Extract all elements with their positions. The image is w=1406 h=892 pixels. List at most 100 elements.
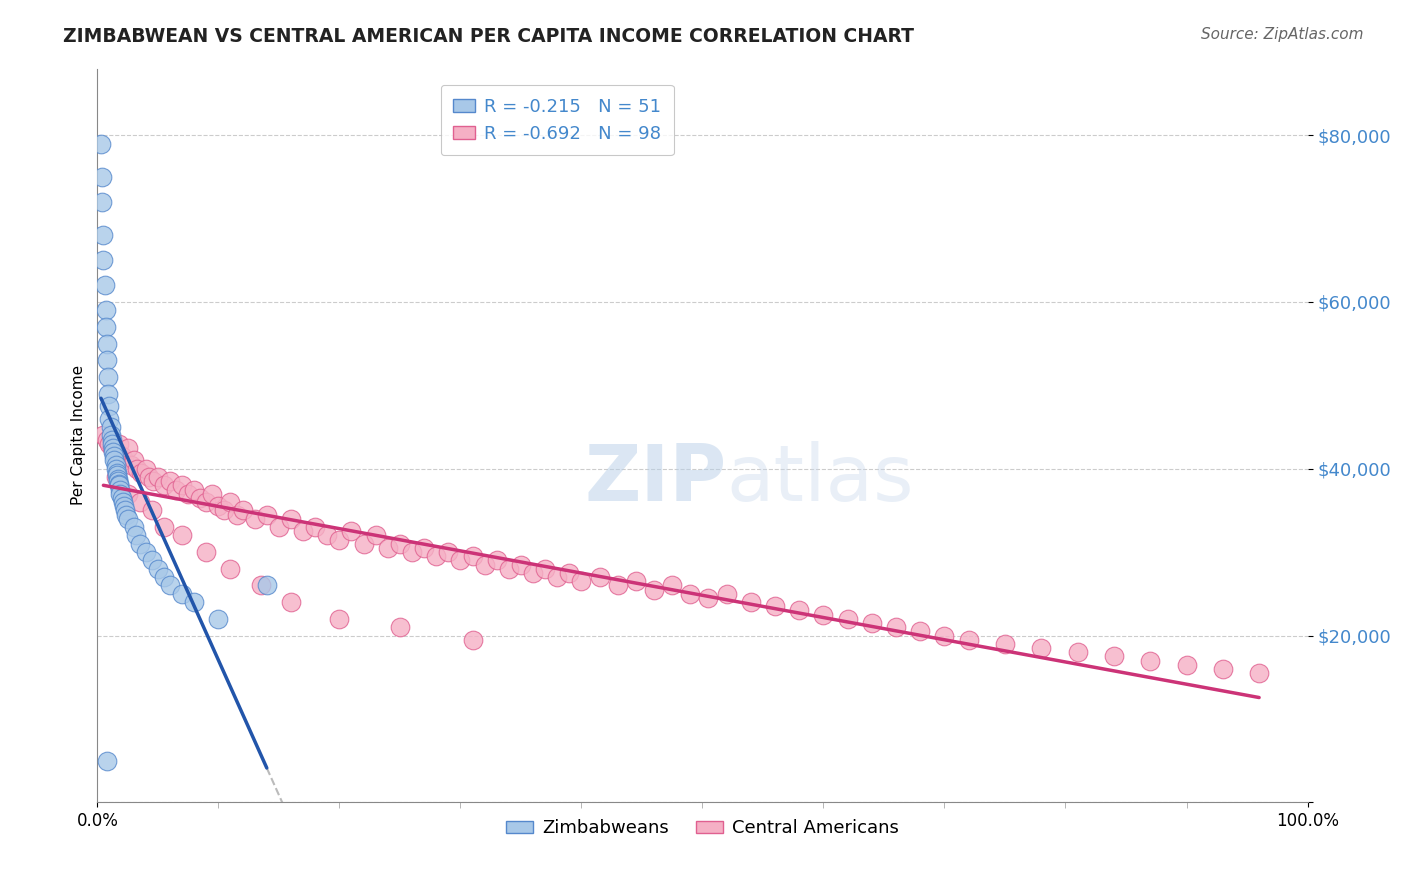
Point <box>183 595 205 609</box>
Point <box>117 487 139 501</box>
Point <box>98 436 121 450</box>
Point <box>96 754 118 768</box>
Point <box>232 503 254 517</box>
Point <box>98 399 121 413</box>
Point <box>837 612 859 626</box>
Point <box>546 570 568 584</box>
Point <box>256 508 278 522</box>
Point <box>112 500 135 514</box>
Point <box>128 495 150 509</box>
Point <box>103 449 125 463</box>
Point <box>125 528 148 542</box>
Point <box>177 487 200 501</box>
Point <box>93 253 115 268</box>
Point <box>860 615 883 630</box>
Point <box>122 520 145 534</box>
Point <box>1066 645 1088 659</box>
Point <box>910 624 932 639</box>
Point <box>413 541 436 555</box>
Point <box>138 470 160 484</box>
Point <box>225 508 247 522</box>
Point <box>141 553 163 567</box>
Point <box>103 453 125 467</box>
Point <box>135 545 157 559</box>
Point <box>388 620 411 634</box>
Point <box>146 562 169 576</box>
Point <box>129 466 152 480</box>
Point <box>449 553 471 567</box>
Point <box>1139 653 1161 667</box>
Point <box>100 428 122 442</box>
Point <box>117 512 139 526</box>
Text: atlas: atlas <box>727 442 914 517</box>
Point <box>249 578 271 592</box>
Point <box>165 483 187 497</box>
Point <box>219 495 242 509</box>
Point <box>461 549 484 564</box>
Point <box>214 503 236 517</box>
Point <box>934 628 956 642</box>
Point <box>207 500 229 514</box>
Point <box>219 562 242 576</box>
Point <box>101 441 124 455</box>
Text: Source: ZipAtlas.com: Source: ZipAtlas.com <box>1201 27 1364 42</box>
Point <box>188 491 211 505</box>
Point <box>534 562 557 576</box>
Point <box>697 591 720 605</box>
Point <box>96 353 118 368</box>
Point <box>679 587 702 601</box>
Point <box>509 558 531 572</box>
Point <box>316 528 339 542</box>
Point <box>201 487 224 501</box>
Point <box>159 475 181 489</box>
Point <box>461 632 484 647</box>
Point <box>740 595 762 609</box>
Point <box>183 483 205 497</box>
Point <box>94 303 117 318</box>
Point <box>114 503 136 517</box>
Legend: Zimbabweans, Central Americans: Zimbabweans, Central Americans <box>499 812 905 845</box>
Point <box>101 445 124 459</box>
Point <box>108 478 131 492</box>
Point <box>128 537 150 551</box>
Point <box>377 541 399 555</box>
Point <box>127 462 149 476</box>
Point <box>195 545 218 559</box>
Point <box>122 453 145 467</box>
Point <box>558 566 581 580</box>
Point <box>522 566 544 580</box>
Point <box>763 599 786 614</box>
Point <box>153 478 176 492</box>
Point <box>100 420 122 434</box>
Point <box>661 578 683 592</box>
Point <box>110 491 132 505</box>
Point <box>105 468 128 483</box>
Point <box>994 637 1017 651</box>
Point <box>104 458 127 472</box>
Point <box>141 503 163 517</box>
Point <box>292 524 315 539</box>
Point <box>1031 640 1053 655</box>
Point <box>280 512 302 526</box>
Point <box>624 574 647 589</box>
Point <box>1212 662 1234 676</box>
Point <box>111 495 134 509</box>
Point <box>96 336 118 351</box>
Text: ZIMBABWEAN VS CENTRAL AMERICAN PER CAPITA INCOME CORRELATION CHART: ZIMBABWEAN VS CENTRAL AMERICAN PER CAPIT… <box>63 27 914 45</box>
Point <box>96 433 118 447</box>
Point <box>146 470 169 484</box>
Point <box>280 595 302 609</box>
Point <box>170 587 193 601</box>
Point <box>243 512 266 526</box>
Point <box>91 194 114 209</box>
Point <box>117 441 139 455</box>
Point <box>195 495 218 509</box>
Point <box>108 436 131 450</box>
Point <box>93 428 115 442</box>
Point <box>170 528 193 542</box>
Point <box>93 228 115 243</box>
Point <box>91 169 114 184</box>
Point <box>1102 649 1125 664</box>
Point <box>98 411 121 425</box>
Point <box>485 553 508 567</box>
